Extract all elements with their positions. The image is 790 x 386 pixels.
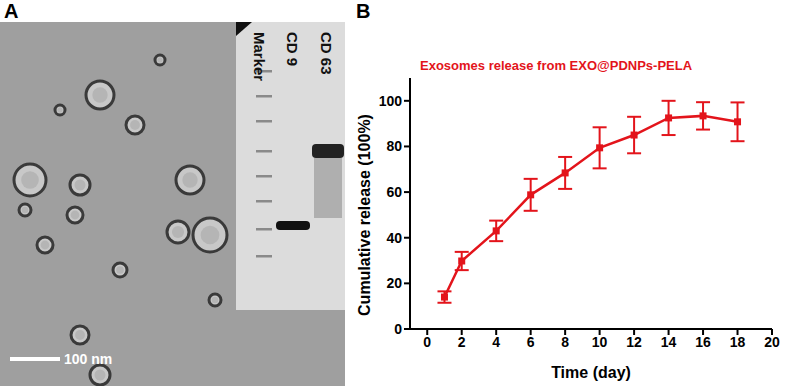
svg-text:20: 20 [764,334,780,350]
svg-text:10: 10 [592,334,608,350]
html-text:Cumulative release (100%): Cumulative release (100%) [356,114,373,316]
svg-text:CD 9: CD 9 [284,32,301,66]
svg-text:A: A [4,0,18,22]
svg-text:0: 0 [394,321,402,337]
svg-text:14: 14 [661,334,677,350]
html-text:Exosomes release from EXO@PDNP: Exosomes release from EXO@PDNPs-PELA [420,58,693,73]
svg-text:4: 4 [492,334,500,350]
svg-text:18: 18 [730,334,746,350]
svg-text:40: 40 [386,230,402,246]
svg-text:20: 20 [386,275,402,291]
svg-text:12: 12 [626,334,642,350]
svg-text:60: 60 [386,184,402,200]
svg-text:0: 0 [423,334,431,350]
svg-text:6: 6 [527,334,535,350]
html-text:B: B [356,0,371,22]
svg-text:Marker: Marker [251,32,268,81]
svg-text:8: 8 [561,334,569,350]
svg-text:CD 63: CD 63 [318,32,335,75]
svg-text:16: 16 [695,334,711,350]
svg-text:100: 100 [379,93,403,109]
svg-text:100 nm: 100 nm [64,351,112,367]
svg-text:Time (day): Time (day) [551,364,631,381]
svg-text:80: 80 [386,138,402,154]
svg-text:2: 2 [458,334,466,350]
